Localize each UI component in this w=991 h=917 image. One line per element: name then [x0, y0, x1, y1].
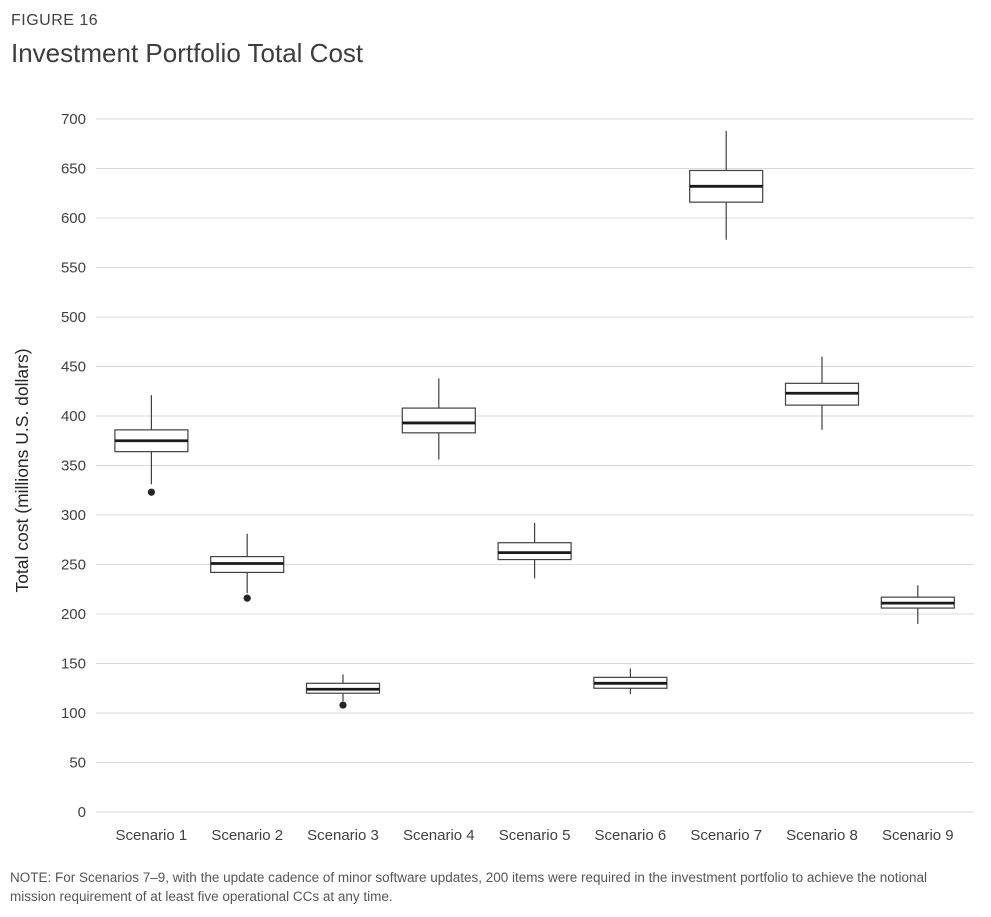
figure-label: FIGURE 16: [11, 12, 99, 29]
y-tick-label: 300: [61, 507, 86, 524]
x-tick-label-scenario-6: Scenario 6: [595, 827, 667, 844]
figure-header: FIGURE 16 Investment Portfolio Total Cos…: [11, 12, 363, 69]
y-tick-label: 250: [61, 557, 86, 574]
y-tick-label: 200: [61, 606, 86, 623]
y-tick-label: 0: [78, 804, 86, 821]
y-tick-label: 100: [61, 705, 86, 722]
x-tick-label-scenario-2: Scenario 2: [211, 827, 283, 844]
y-tick-label: 650: [61, 161, 86, 178]
y-tick-label: 600: [61, 210, 86, 227]
y-tick-label: 400: [61, 408, 86, 425]
x-tick-label-scenario-4: Scenario 4: [403, 827, 475, 844]
outlier-point-scenario-2: [243, 594, 251, 602]
x-tick-label-scenario-5: Scenario 5: [499, 827, 571, 844]
iqr-box-scenario-4: [401, 407, 476, 434]
outlier-point-scenario-1: [147, 488, 155, 496]
x-tick-label-scenario-9: Scenario 9: [882, 827, 954, 844]
figure-title: Investment Portfolio Total Cost: [11, 38, 364, 68]
y-tick-label: 150: [61, 656, 86, 673]
x-tick-label-scenario-1: Scenario 1: [116, 827, 188, 844]
y-tick-label: 500: [61, 309, 86, 326]
x-tick-label-scenario-3: Scenario 3: [307, 827, 379, 844]
outlier-point-scenario-3: [339, 701, 347, 709]
y-tick-label: 700: [61, 111, 86, 128]
y-tick-label: 450: [61, 359, 86, 376]
y-tick-label: 350: [61, 458, 86, 475]
iqr-box-scenario-5: [497, 542, 572, 561]
x-tick-label-scenario-8: Scenario 8: [786, 827, 858, 844]
y-tick-label: 50: [69, 755, 86, 772]
y-tick-label: 550: [61, 260, 86, 277]
y-axis-label: Total cost (millions U.S. dollars): [12, 348, 32, 592]
x-tick-label-scenario-7: Scenario 7: [690, 827, 762, 844]
figure-note: NOTE: For Scenarios 7–9, with the update…: [10, 870, 928, 904]
